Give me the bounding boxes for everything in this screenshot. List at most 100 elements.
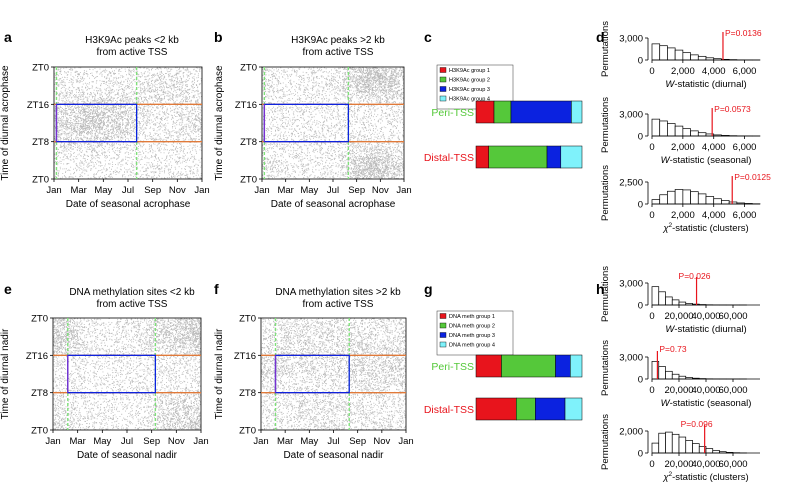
hist-bar-d3-4 — [682, 189, 691, 205]
xlabel-superscript: 2 — [669, 471, 673, 478]
hist-xtick-label-h3-1: 20,000 — [664, 459, 693, 470]
legend-swatch-g-2 — [439, 332, 447, 338]
xtick-label-a-6: Jan — [194, 185, 209, 196]
ylabel-b: Time of diurnal acrophase — [214, 65, 225, 181]
xtick-label-e-4: Sep — [143, 436, 160, 447]
xtick-label-e-6: Jan — [193, 436, 208, 447]
panel-title-a-line2: from active TSS — [97, 47, 168, 58]
hist-bar-d1-4 — [682, 52, 691, 61]
xtick-label-a-1: Mar — [70, 185, 86, 196]
xtick-label-f-6: Jan — [398, 436, 413, 447]
hist-bar-d3-8 — [713, 198, 722, 205]
hist-ytick-label-d1-0: 0 — [638, 56, 643, 67]
xtick-label-f-5: Nov — [373, 436, 390, 447]
ytick-label-e-0: ZT0 — [31, 314, 48, 325]
pvalue-label-h2: P=0.73 — [659, 344, 686, 354]
hist-xtick-label-h3-0: 0 — [649, 459, 654, 470]
hist-xtick-label-d3-2: 4,000 — [702, 210, 726, 221]
hist-xtick-label-d3-1: 2,000 — [671, 210, 695, 221]
hist-xtick-label-h2-3: 60,000 — [718, 385, 747, 396]
hist-ytick-label-h2-1: 3,000 — [619, 353, 643, 364]
panel-label-e: e — [4, 281, 12, 297]
histogram-panel-d1: d 0 3,000 0 2,000 4,000 6,000 Permutations W-sta… — [596, 21, 762, 90]
hist-bar-h1-3 — [671, 299, 680, 306]
bar-segment-g-0-3 — [570, 354, 583, 378]
legend-swatch-c-3 — [439, 95, 447, 102]
bar-segment-c-1-2 — [546, 145, 562, 169]
hist-ytick-label-h1-0: 0 — [638, 301, 643, 312]
ytick-label-a-1: ZT16 — [27, 100, 49, 111]
hist-ytick-label-d1-1: 3,000 — [619, 34, 643, 45]
bar-segment-g-0-2 — [555, 354, 571, 378]
hist-ytick-label-h3-1: 2,000 — [619, 427, 643, 438]
density-points-a — [54, 67, 202, 179]
panel-label-h1: h — [596, 281, 605, 297]
hist-bar-h3-2 — [665, 431, 673, 454]
density-points-f — [261, 318, 406, 430]
pvalue-label-h1: P=0.026 — [679, 271, 711, 281]
hist-bar-h3-4 — [678, 436, 687, 454]
ytick-label-f-0: ZT0 — [239, 314, 256, 325]
hist-ylabel-d2: Permutations — [600, 97, 611, 153]
xtick-label-e-2: May — [93, 436, 111, 447]
hist-ylabel-h1: Permutations — [600, 266, 611, 322]
panel-label-a: a — [4, 29, 12, 45]
xtick-label-a-2: May — [94, 185, 112, 196]
bar-segment-c-0-3 — [571, 100, 583, 124]
hist-xtick-label-h1-1: 20,000 — [664, 311, 693, 322]
xlabel-symbol: W — [661, 398, 671, 409]
hist-xtick-label-h3-2: 40,000 — [691, 459, 720, 470]
hist-ylabel-h3: Permutations — [600, 414, 611, 470]
density-cloud-a — [54, 67, 202, 179]
hist-bar-d2-0 — [651, 118, 661, 137]
legend-label-g-0: DNA meth group 1 — [449, 314, 495, 320]
xtick-label-b-0: Jan — [254, 185, 269, 196]
panel-label-d1: d — [596, 29, 605, 45]
hist-ytick-label-h2-0: 0 — [638, 375, 643, 386]
bar-segment-c-0-2 — [510, 100, 572, 124]
hist-bar-h2-3 — [671, 373, 680, 380]
density-cloud-e — [53, 318, 201, 430]
category-label-g-1: Distal-TSS — [424, 404, 474, 416]
hist-ytick-label-d3-0: 0 — [638, 200, 643, 211]
hist-xtick-label-d1-3: 6,000 — [733, 66, 757, 77]
xtick-label-b-4: Sep — [348, 185, 365, 196]
xlabel-f: Date of seasonal nadir — [283, 450, 384, 461]
bar-segment-c-1-1 — [488, 145, 548, 169]
hist-ytick-label-h3-0: 0 — [638, 449, 643, 460]
hist-bar-h1-1 — [658, 291, 666, 306]
legend-swatch-c-1 — [439, 76, 447, 83]
hist-ytick-label-d3-1: 2,500 — [619, 178, 643, 189]
xtick-label-e-5: Nov — [168, 436, 185, 447]
ylabel-e: Time of diurnal nadir — [0, 328, 11, 419]
xtick-label-e-3: Jul — [121, 436, 133, 447]
hist-bar-d3-0 — [651, 199, 661, 205]
bar-segment-g-1-3 — [564, 397, 583, 421]
panel-label-b: b — [214, 29, 223, 45]
bar-segment-g-0-0 — [475, 354, 502, 378]
xlabel-text: -statistic (diurnal) — [674, 79, 746, 90]
pvalue-label-h3: P=0.096 — [681, 419, 713, 429]
hist-ylabel-d1: Permutations — [600, 21, 611, 77]
hist-bar-h3-0 — [651, 442, 660, 454]
xtick-label-a-3: Jul — [122, 185, 134, 196]
hist-xtick-label-h2-1: 20,000 — [664, 385, 693, 396]
panel-title-f-line2: from active TSS — [303, 299, 374, 310]
xlabel-superscript: 2 — [669, 222, 673, 229]
ytick-label-e-3: ZT0 — [31, 426, 48, 437]
hist-ylabel-h2: Permutations — [600, 340, 611, 396]
xlabel-symbol: χ — [662, 472, 669, 483]
hist-bar-d1-3 — [674, 49, 684, 61]
hist-bar-d2-5 — [690, 130, 699, 137]
hist-xtick-label-d2-1: 2,000 — [671, 142, 695, 153]
pvalue-label-d1: P=0.0136 — [725, 28, 762, 38]
xtick-label-b-3: Jul — [327, 185, 339, 196]
panel-title-e-line1: DNA methylation sites <2 kb — [69, 287, 195, 298]
panel-title-a-line1: H3K9Ac peaks <2 kb — [85, 35, 179, 46]
legend-swatch-g-0 — [439, 313, 447, 319]
hist-bar-d2-4 — [682, 128, 691, 137]
hist-bar-d1-2 — [667, 47, 676, 61]
xlabel-text: -statistic (seasonal) — [670, 398, 752, 409]
ytick-label-b-0: ZT0 — [240, 63, 257, 74]
